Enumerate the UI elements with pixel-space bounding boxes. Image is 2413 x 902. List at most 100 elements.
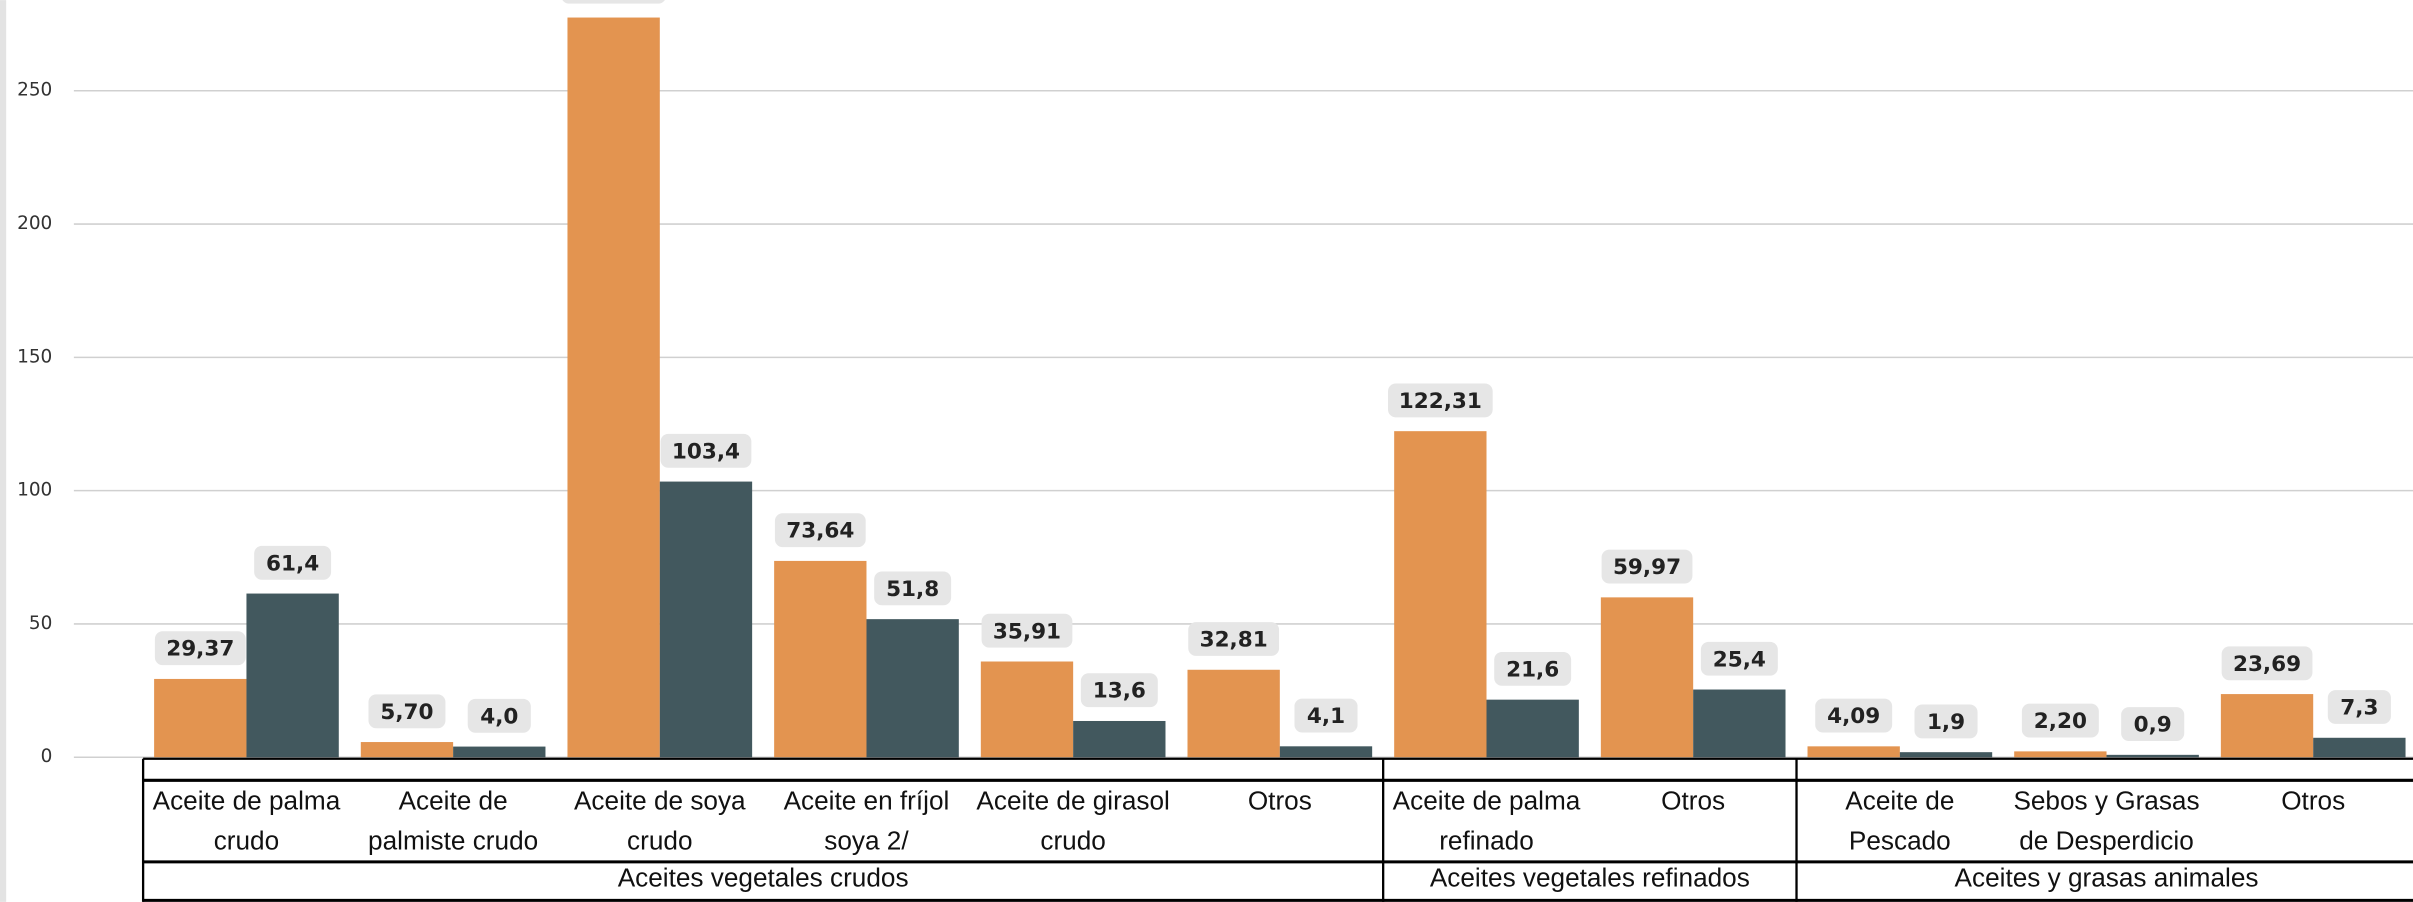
group-label-box: Aceites y grasas animales [1954, 863, 2259, 893]
x-tick-label: Aceite de girasol crudo [976, 786, 1170, 856]
bar [1807, 746, 1900, 758]
group-label: Aceites y grasas animales [1954, 863, 2259, 893]
bar [2313, 737, 2406, 758]
bar [866, 619, 959, 758]
x-tick-label-box: Otros [2281, 786, 2346, 816]
group-label: Aceites vegetales refinados [1429, 863, 1750, 893]
bar [1693, 689, 1786, 758]
value-label-bg [981, 613, 1073, 648]
y-tick-label: 250 [17, 80, 52, 101]
y-tick-label: 200 [17, 213, 52, 234]
x-tick-label: Aceite de palma crudo [152, 786, 341, 856]
value-label: 103,4 [672, 439, 740, 464]
value-label-bg [1914, 704, 1978, 739]
bar [1600, 597, 1694, 758]
value-label-bg [154, 631, 246, 666]
x-tick-label-box: Otros [1661, 786, 1726, 816]
value-label-bg [1700, 641, 1778, 676]
bar [1073, 720, 1166, 758]
x-tick-label: Aceite en fríjol soya 2/ [783, 786, 950, 856]
value-label-bg [874, 571, 952, 606]
x-tick-label: Aceite de Pescado [1845, 786, 1955, 856]
value-label-bg [1188, 622, 1280, 656]
y-tick-label: 50 [29, 613, 52, 634]
value-label: 21,6 [1506, 657, 1559, 682]
value-label-bg [467, 698, 531, 733]
group-label-box: Aceites vegetales refinados [1429, 863, 1750, 893]
value-label-bg [1294, 698, 1358, 733]
bar [360, 742, 454, 758]
x-tick-label: Aceite de palmiste crudo [368, 786, 539, 856]
x-tick-label-box: Aceite de girasol crudo [976, 786, 1170, 856]
value-label: 4,1 [1307, 704, 1345, 729]
value-label: 73,64 [786, 519, 854, 544]
y-tick-label: 100 [17, 480, 52, 501]
y-tick-label: 0 [41, 746, 53, 767]
group-label: Aceites vegetales crudos [617, 863, 909, 893]
value-label-bg [368, 694, 446, 729]
bar [154, 678, 247, 758]
value-label: 29,37 [166, 637, 234, 662]
value-label: 4,0 [480, 704, 518, 729]
bar [453, 746, 546, 758]
x-tick-label-box: Aceite en fríjol soya 2/ [783, 786, 950, 856]
value-label-bg [1494, 651, 1572, 686]
value-label: 1,9 [1927, 710, 1965, 735]
value-label-bg [2021, 703, 2099, 738]
bar [2220, 694, 2314, 758]
x-tick-label-box: Aceite de palma refinado [1392, 786, 1581, 856]
value-label: 4,09 [1827, 704, 1880, 729]
bar [980, 661, 1074, 758]
bar [2106, 754, 2199, 758]
value-label: 35,91 [993, 619, 1061, 644]
value-label: 122,31 [1399, 389, 1482, 414]
value-label: 61,4 [266, 551, 319, 576]
value-label: 2,20 [2034, 709, 2087, 734]
value-label-bg [1080, 673, 1158, 708]
x-tick-label-box: Aceite de Pescado [1845, 786, 1955, 856]
x-tick-label: Aceite de soya crudo [573, 786, 746, 856]
x-tick-label-box: Sebos y Grasas de Desperdicio [2013, 786, 2200, 856]
bar [2014, 751, 2107, 758]
value-label: 59,97 [1613, 555, 1681, 580]
value-label-bg [1388, 383, 1493, 418]
y-tick-label: 150 [17, 346, 52, 367]
value-label: 23,69 [2233, 652, 2301, 677]
value-label-bg [660, 433, 752, 468]
value-label-bg [562, 0, 665, 4]
bar [659, 481, 753, 758]
value-label: 25,4 [1713, 647, 1766, 672]
value-label-bg [2121, 707, 2185, 741]
value-label-bg [2221, 646, 2313, 681]
value-label-bg [1601, 549, 1693, 584]
x-tick-label: Sebos y Grasas de Desperdicio [2013, 786, 2200, 856]
value-label-bg [774, 513, 866, 548]
left-edge [0, 0, 7, 902]
value-label: 0,9 [2134, 713, 2172, 738]
x-tick-label: Otros [1661, 786, 1726, 816]
bar [246, 593, 339, 758]
value-label-bg [1815, 698, 1893, 733]
bar [774, 560, 867, 758]
bar [1486, 699, 1579, 758]
value-label: 5,70 [380, 700, 433, 725]
bar [567, 17, 660, 758]
bar [1394, 431, 1487, 758]
x-tick-label-box: Aceite de soya crudo [573, 786, 746, 856]
x-tick-label: Otros [1247, 786, 1312, 816]
value-label: 32,81 [1200, 628, 1268, 653]
bar [1279, 746, 1373, 758]
x-tick-label: Aceite de palma refinado [1392, 786, 1581, 856]
bar [1899, 752, 1993, 758]
value-label-bg [254, 545, 332, 580]
x-tick-label: Otros [2281, 786, 2346, 816]
group-label-box: Aceites vegetales crudos [617, 863, 909, 893]
value-label: 7,3 [2340, 696, 2378, 721]
value-label: 51,8 [886, 577, 939, 602]
value-label-bg [2327, 690, 2391, 724]
bar [1187, 669, 1280, 758]
x-tick-label-box: Otros [1247, 786, 1312, 816]
value-label: 13,6 [1093, 679, 1146, 704]
